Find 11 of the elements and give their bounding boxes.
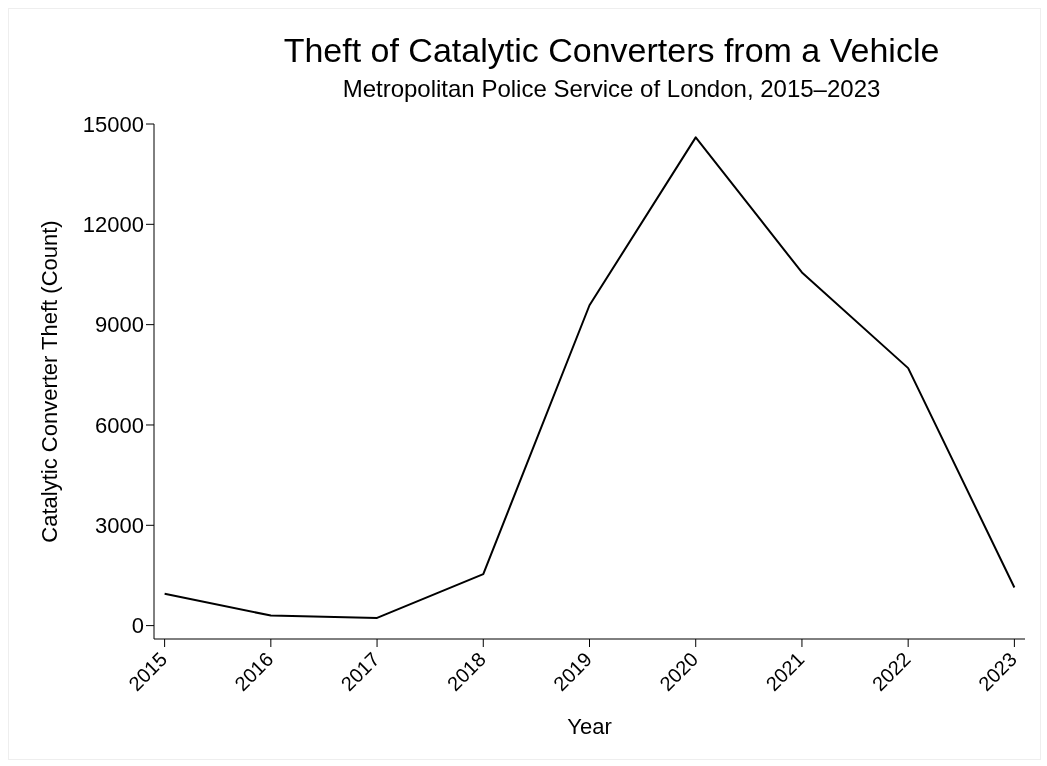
x-axis-title: Year <box>567 714 612 739</box>
y-tick-label: 9000 <box>95 312 144 338</box>
y-tick-label: 3000 <box>95 513 144 539</box>
y-tick-label: 0 <box>131 613 144 639</box>
y-axis-title: Catalytic Converter Theft (Count) <box>36 220 62 543</box>
line-series <box>163 136 1016 619</box>
y-tick-label: 15000 <box>82 111 144 137</box>
y-tick-label: 12000 <box>82 212 144 238</box>
chart-title: Theft of Catalytic Converters from a Vehicle <box>282 31 941 70</box>
y-tick-label: 6000 <box>95 412 144 438</box>
chart-subtitle: Metropolitan Police Service of London, 2015–2023 <box>341 75 882 103</box>
